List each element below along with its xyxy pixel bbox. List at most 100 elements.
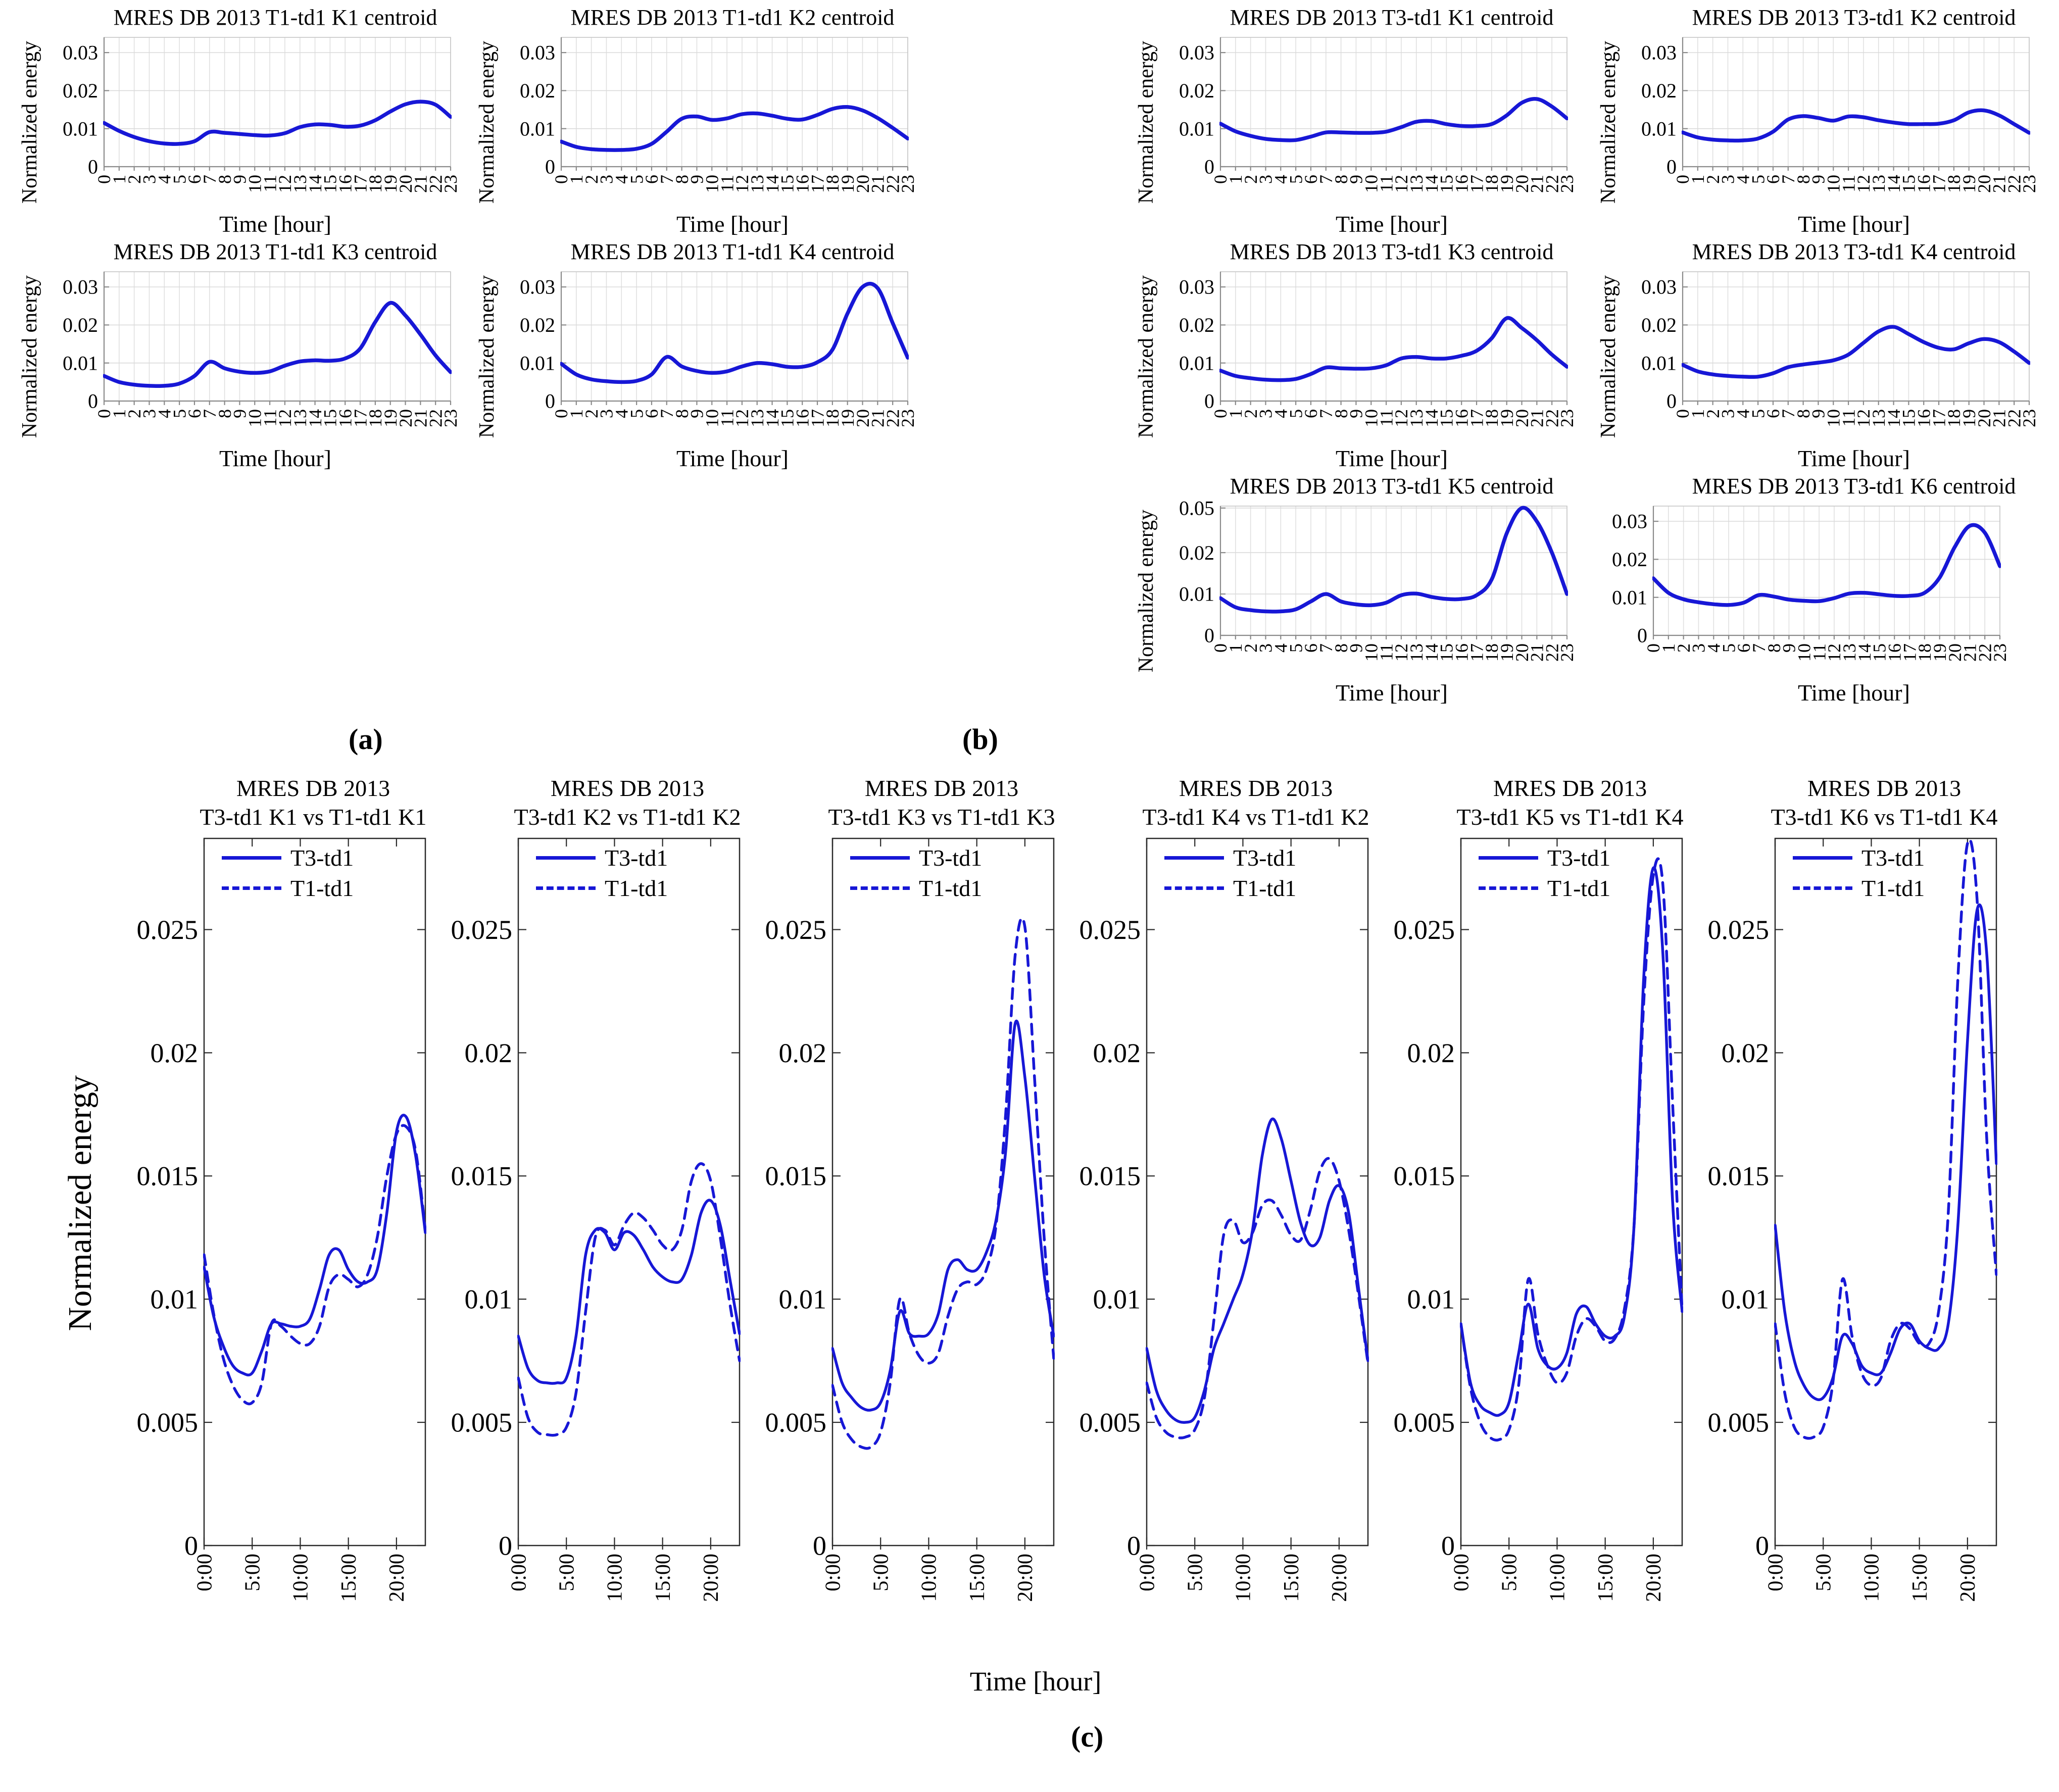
svg-text:20: 20 bbox=[853, 409, 873, 427]
svg-text:12: 12 bbox=[1391, 175, 1411, 193]
svg-text:6: 6 bbox=[1301, 175, 1321, 184]
svg-text:20: 20 bbox=[1974, 409, 1994, 427]
chart-title: MRES DB 2013 T3-td1 K2 centroid bbox=[1692, 5, 2016, 30]
svg-text:1: 1 bbox=[566, 409, 586, 418]
svg-text:18: 18 bbox=[822, 175, 843, 193]
svg-text:7: 7 bbox=[1778, 175, 1798, 184]
chart-t3td1-k4-centroid: MRES DB 2013 T3-td1 K4 centroid Normaliz… bbox=[1594, 238, 2038, 472]
plot-area: 00.010.020.03012345678910111213141516171… bbox=[1179, 271, 1575, 427]
svg-text:4: 4 bbox=[1271, 643, 1291, 653]
svg-text:2: 2 bbox=[581, 175, 602, 184]
svg-text:0.02: 0.02 bbox=[465, 1038, 513, 1068]
svg-text:0.01: 0.01 bbox=[1722, 1284, 1770, 1315]
svg-text:12: 12 bbox=[1391, 409, 1411, 427]
svg-text:0: 0 bbox=[1210, 409, 1231, 418]
chart-title: MRES DB 2013 T3-td1 K1 vs T1-td1 K1 bbox=[200, 775, 427, 830]
svg-text:11: 11 bbox=[260, 175, 280, 192]
svg-text:0.03: 0.03 bbox=[1641, 276, 1677, 298]
chart-compare-k2: MRES DB 2013 T3-td1 K2 vs T1-td1 K2 0 0.00… bbox=[432, 774, 747, 1632]
svg-text:4: 4 bbox=[612, 409, 632, 418]
svg-text:0.02: 0.02 bbox=[1612, 548, 1647, 571]
svg-text:8: 8 bbox=[1331, 409, 1351, 418]
svg-text:22: 22 bbox=[883, 175, 903, 193]
svg-text:0: 0 bbox=[1666, 156, 1677, 178]
svg-text:22: 22 bbox=[1542, 409, 1562, 427]
chart-t3td1-k6-centroid: MRES DB 2013 T3-td1 K6 centroid 0 0.01 0.0… bbox=[1594, 473, 2038, 706]
svg-text:9: 9 bbox=[1346, 643, 1366, 653]
chart-t3td1-k5-centroid: MRES DB 2013 T3-td1 K5 centroid Normaliz… bbox=[1132, 473, 1576, 706]
svg-text:15:00: 15:00 bbox=[1280, 1554, 1303, 1602]
chart-t1td1-k1-centroid: MRES DB 2013 T1-td1 K1 centroid Normaliz… bbox=[15, 4, 460, 237]
chart-t3td1-k2-centroid: MRES DB 2013 T3-td1 K2 centroid Normaliz… bbox=[1594, 4, 2038, 237]
y-axis-label: Normalized energy bbox=[1597, 40, 1620, 204]
svg-text:0.02: 0.02 bbox=[1179, 314, 1214, 336]
svg-text:0.025: 0.025 bbox=[137, 915, 199, 945]
plot-area: 00.010.020.05012345678910111213141516171… bbox=[1179, 500, 1575, 662]
svg-text:16: 16 bbox=[792, 409, 812, 427]
plot-area: 0 0.005 0.01 0.015 0.02 0.025 0:00 5:00 10:00 15:… bbox=[451, 837, 741, 1602]
svg-text:0.02: 0.02 bbox=[1093, 1038, 1141, 1068]
svg-text:0: 0 bbox=[545, 390, 555, 413]
svg-text:5:00: 5:00 bbox=[1184, 1554, 1207, 1591]
svg-text:2: 2 bbox=[124, 409, 144, 418]
svg-text:0.03: 0.03 bbox=[520, 41, 555, 64]
svg-text:13: 13 bbox=[1406, 643, 1427, 662]
svg-text:0: 0 bbox=[1441, 1530, 1455, 1561]
chart-title: MRES DB 2013 T3-td1 K4 vs T1-td1 K2 bbox=[1142, 775, 1369, 830]
chart-compare-k1: MRES DB 2013 T3-td1 K1 vs T1-td1 K1 0 0.00… bbox=[118, 774, 432, 1632]
y-axis-label: Normalized energy bbox=[18, 275, 41, 438]
svg-text:10: 10 bbox=[1361, 409, 1382, 427]
legend-dashed-line-sample bbox=[536, 886, 596, 890]
svg-text:15: 15 bbox=[1437, 175, 1457, 193]
svg-text:3: 3 bbox=[1256, 409, 1276, 418]
svg-text:0.01: 0.01 bbox=[779, 1284, 827, 1315]
svg-text:0.025: 0.025 bbox=[1708, 915, 1770, 945]
svg-text:18: 18 bbox=[365, 409, 385, 427]
svg-text:11: 11 bbox=[1809, 643, 1829, 661]
svg-text:21: 21 bbox=[868, 409, 888, 427]
svg-text:0: 0 bbox=[94, 175, 114, 184]
svg-text:23: 23 bbox=[2019, 409, 2037, 427]
legend-dashed-line-sample bbox=[850, 886, 910, 890]
svg-text:10: 10 bbox=[245, 175, 265, 193]
svg-text:0: 0 bbox=[1127, 1530, 1141, 1561]
svg-text:0: 0 bbox=[1204, 390, 1214, 413]
legend-solid-line-sample bbox=[222, 856, 281, 860]
svg-text:19: 19 bbox=[1959, 409, 1979, 427]
legend-solid-line-sample bbox=[1164, 856, 1224, 860]
svg-text:0: 0 bbox=[1204, 624, 1214, 647]
svg-text:23: 23 bbox=[1557, 643, 1575, 662]
svg-text:0.02: 0.02 bbox=[1641, 314, 1677, 336]
x-axis-label: Time [hour] bbox=[676, 211, 789, 237]
svg-text:10:00: 10:00 bbox=[289, 1554, 313, 1602]
svg-text:20:00: 20:00 bbox=[1328, 1554, 1351, 1602]
svg-text:3: 3 bbox=[139, 409, 160, 418]
svg-text:14: 14 bbox=[1421, 175, 1442, 193]
svg-text:22: 22 bbox=[425, 409, 446, 427]
svg-text:0.01: 0.01 bbox=[465, 1284, 513, 1315]
svg-text:4: 4 bbox=[1733, 409, 1753, 418]
svg-text:6: 6 bbox=[1763, 409, 1783, 418]
svg-text:0.01: 0.01 bbox=[1612, 586, 1647, 609]
svg-text:13: 13 bbox=[290, 409, 310, 427]
y-axis-label: Normalized energy bbox=[475, 275, 499, 438]
plot-area: 00.010.020.03012345678910111213141516171… bbox=[63, 271, 459, 427]
svg-text:19: 19 bbox=[1930, 643, 1950, 662]
svg-text:10:00: 10:00 bbox=[1232, 1554, 1255, 1602]
y-axis-label: Normalized energy bbox=[18, 40, 41, 204]
svg-text:20: 20 bbox=[1974, 175, 1994, 193]
svg-text:22: 22 bbox=[1975, 643, 1995, 662]
chart-title: MRES DB 2013 T3-td1 K1 centroid bbox=[1230, 5, 1554, 30]
svg-text:1: 1 bbox=[566, 175, 586, 184]
chart-title: MRES DB 2013 T1-td1 K2 centroid bbox=[570, 5, 895, 30]
svg-text:0.02: 0.02 bbox=[1179, 79, 1214, 102]
svg-text:1: 1 bbox=[1688, 409, 1708, 418]
svg-text:22: 22 bbox=[425, 175, 446, 193]
svg-text:7: 7 bbox=[657, 409, 677, 418]
shared-y-axis-label: Normalized energy bbox=[62, 1075, 99, 1331]
svg-text:2: 2 bbox=[1703, 409, 1723, 418]
svg-text:6: 6 bbox=[642, 409, 662, 418]
svg-text:0.01: 0.01 bbox=[520, 352, 555, 374]
svg-text:4: 4 bbox=[155, 175, 175, 184]
svg-text:9: 9 bbox=[687, 409, 707, 418]
